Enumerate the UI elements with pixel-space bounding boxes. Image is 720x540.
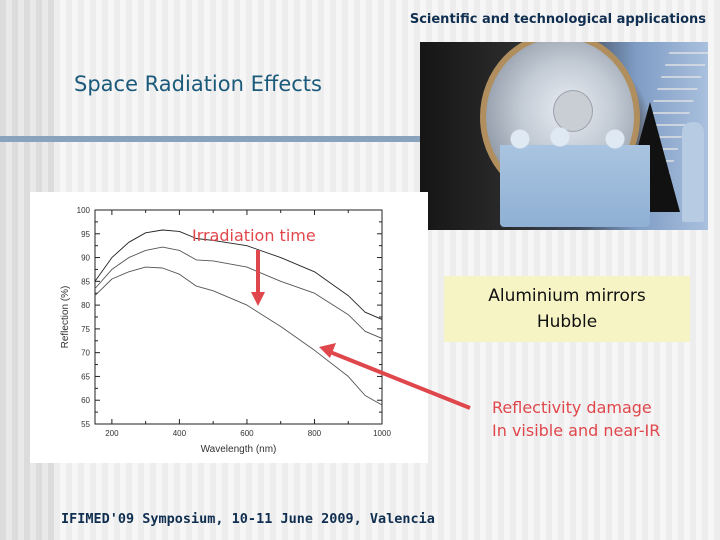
- reflection-curve: [94, 246, 383, 339]
- footer-text: IFIMED'09 Symposium, 10-11 June 2009, Va…: [61, 511, 435, 527]
- x-tick-label: 800: [308, 429, 322, 438]
- y-tick-label: 95: [81, 230, 90, 239]
- y-tick-label: 60: [81, 396, 90, 405]
- damage-line-2: In visible and near-IR: [492, 421, 661, 440]
- x-tick-label: 200: [105, 429, 119, 438]
- slide-title: Space Radiation Effects: [74, 72, 322, 96]
- note-line-2: Hubble: [536, 312, 598, 332]
- aluminium-mirrors-note: Aluminium mirrors Hubble: [444, 276, 690, 342]
- y-tick-label: 55: [81, 420, 90, 429]
- section-header: Scientific and technological application…: [409, 12, 706, 27]
- mirror-center-disc: [553, 90, 593, 132]
- y-axis-label: Reflection (%): [60, 286, 71, 349]
- hubble-mirror-photo: [420, 42, 708, 230]
- x-tick-label: 1000: [373, 429, 391, 438]
- reflectivity-damage-note: Reflectivity damage In visible and near-…: [492, 396, 660, 442]
- technicians: [500, 127, 650, 227]
- y-tick-label: 75: [81, 325, 90, 334]
- y-tick-label: 85: [81, 277, 90, 286]
- reflection-curve: [94, 229, 383, 320]
- x-tick-label: 600: [240, 429, 254, 438]
- y-tick-label: 100: [77, 206, 91, 215]
- y-tick-label: 65: [81, 372, 90, 381]
- y-tick-label: 70: [81, 349, 90, 358]
- x-tick-label: 400: [173, 429, 187, 438]
- y-tick-label: 90: [81, 254, 90, 263]
- note-line-1: Aluminium mirrors: [488, 286, 646, 306]
- technician-right: [682, 122, 704, 222]
- damage-line-1: Reflectivity damage: [492, 398, 652, 417]
- irradiation-time-label: Irradiation time: [192, 226, 316, 245]
- y-tick-label: 80: [81, 301, 90, 310]
- x-axis-label: Wavelength (nm): [201, 444, 277, 455]
- reflection-chart: 55 60 65 70 75 80 85 90 95 100 200 400 600 800 1000 Wav…: [30, 192, 428, 463]
- title-divider: [0, 136, 420, 142]
- reflection-curve: [94, 266, 383, 406]
